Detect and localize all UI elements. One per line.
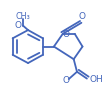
Text: O: O (14, 21, 21, 30)
Text: O: O (78, 12, 85, 21)
Text: O: O (62, 77, 70, 85)
Text: O: O (62, 30, 70, 39)
Text: OH: OH (89, 75, 103, 84)
Text: CH₃: CH₃ (16, 13, 30, 21)
